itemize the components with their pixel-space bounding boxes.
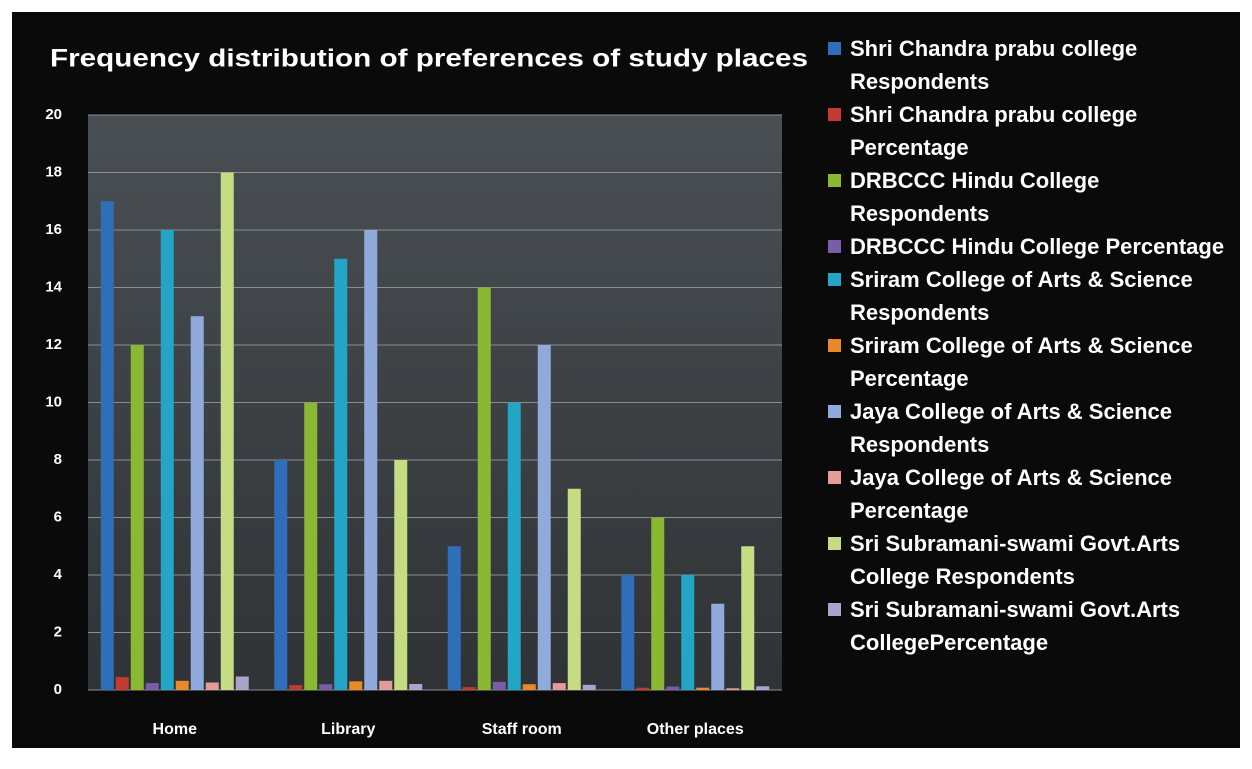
bar	[190, 316, 204, 690]
bar	[145, 683, 159, 690]
legend-swatch	[828, 108, 841, 121]
legend-entry: Sri Subramani-swami Govt.Arts CollegePer…	[828, 593, 1233, 659]
legend-label: DRBCCC Hindu College Percentage	[850, 234, 1225, 259]
bar	[160, 230, 174, 690]
bar	[115, 677, 129, 690]
legend-label: Sriram College of Arts & Science Respond…	[850, 267, 1193, 325]
legend-label: Jaya College of Arts & Science Responden…	[850, 399, 1172, 457]
legend-swatch	[828, 537, 841, 550]
bar	[636, 687, 650, 690]
bar	[235, 676, 249, 690]
legend-swatch	[828, 240, 841, 253]
bar	[567, 488, 581, 690]
bar	[100, 201, 114, 690]
bar	[447, 546, 461, 690]
bar	[130, 345, 144, 690]
y-tick-label: 14	[45, 278, 62, 295]
bar	[175, 680, 189, 690]
bar	[756, 686, 770, 690]
bar	[711, 603, 725, 690]
bar	[621, 575, 635, 690]
bar	[274, 460, 288, 690]
bar	[492, 681, 506, 690]
x-tick-label: Library	[321, 721, 375, 738]
bar	[379, 680, 393, 690]
legend-entry: Sriram College of Arts & Science Percent…	[828, 329, 1233, 395]
legend-label: Sriram College of Arts & Science Percent…	[850, 333, 1193, 391]
y-tick-label: 2	[54, 623, 62, 640]
bar	[681, 575, 695, 690]
y-tick-label: 4	[54, 566, 63, 583]
legend-label: Sri Subramani-swami Govt.Arts College Re…	[850, 531, 1181, 589]
y-tick-label: 12	[45, 336, 62, 353]
bar	[696, 687, 710, 690]
bar	[364, 230, 378, 690]
bar	[726, 688, 740, 690]
bar	[582, 684, 596, 690]
legend-swatch	[828, 405, 841, 418]
legend-label: Shri Chandra prabu college Percentage	[850, 102, 1138, 160]
legend-entry: DRBCCC Hindu College Percentage	[828, 230, 1233, 263]
bar	[409, 683, 423, 690]
legend-swatch	[828, 42, 841, 55]
y-tick-label: 20	[45, 106, 62, 123]
chart-title: Frequency distribution of preferences of…	[50, 45, 808, 73]
legend-swatch	[828, 471, 841, 484]
bar	[522, 684, 536, 690]
bar	[537, 345, 551, 690]
x-tick-label: Other places	[647, 721, 744, 738]
y-tick-label: 6	[54, 508, 62, 525]
legend-entry: Shri Chandra prabu college Respondents	[828, 32, 1233, 98]
bar	[289, 685, 303, 690]
legend-swatch	[828, 273, 841, 286]
legend-entry: Sriram College of Arts & Science Respond…	[828, 263, 1233, 329]
legend-label: Shri Chandra prabu college Respondents	[850, 36, 1138, 94]
legend-label: Sri Subramani-swami Govt.Arts CollegePer…	[850, 597, 1181, 655]
bar	[552, 683, 566, 690]
bar	[666, 686, 680, 690]
bar	[220, 172, 234, 690]
bar	[507, 402, 521, 690]
bar	[334, 258, 348, 690]
bar	[349, 681, 363, 690]
bar	[477, 287, 491, 690]
bar	[304, 402, 318, 690]
legend-entry: Shri Chandra prabu college Percentage	[828, 98, 1233, 164]
bar	[205, 682, 219, 690]
y-tick-label: 10	[45, 393, 62, 410]
bar	[651, 517, 665, 690]
legend-entry: Jaya College of Arts & Science Percentag…	[828, 461, 1233, 527]
y-tick-label: 8	[54, 451, 62, 468]
legend-swatch	[828, 603, 841, 616]
legend: Shri Chandra prabu college Respondents Sh…	[828, 32, 1233, 659]
bar	[741, 546, 755, 690]
x-tick-label: Home	[153, 721, 198, 738]
legend-label: DRBCCC Hindu College Respondents	[850, 168, 1100, 226]
y-tick-label: 16	[45, 221, 62, 238]
legend-swatch	[828, 339, 841, 352]
y-tick-label: 18	[45, 163, 62, 180]
legend-entry: Jaya College of Arts & Science Responden…	[828, 395, 1233, 461]
bar	[319, 684, 333, 690]
legend-swatch	[828, 174, 841, 187]
legend-entry: DRBCCC Hindu College Respondents	[828, 164, 1233, 230]
x-tick-label: Staff room	[482, 721, 562, 738]
bar	[462, 687, 476, 690]
bar	[394, 460, 408, 690]
legend-entry: Sri Subramani-swami Govt.Arts College Re…	[828, 527, 1233, 593]
y-tick-label: 0	[54, 681, 62, 698]
legend-label: Jaya College of Arts & Science Percentag…	[850, 465, 1172, 523]
